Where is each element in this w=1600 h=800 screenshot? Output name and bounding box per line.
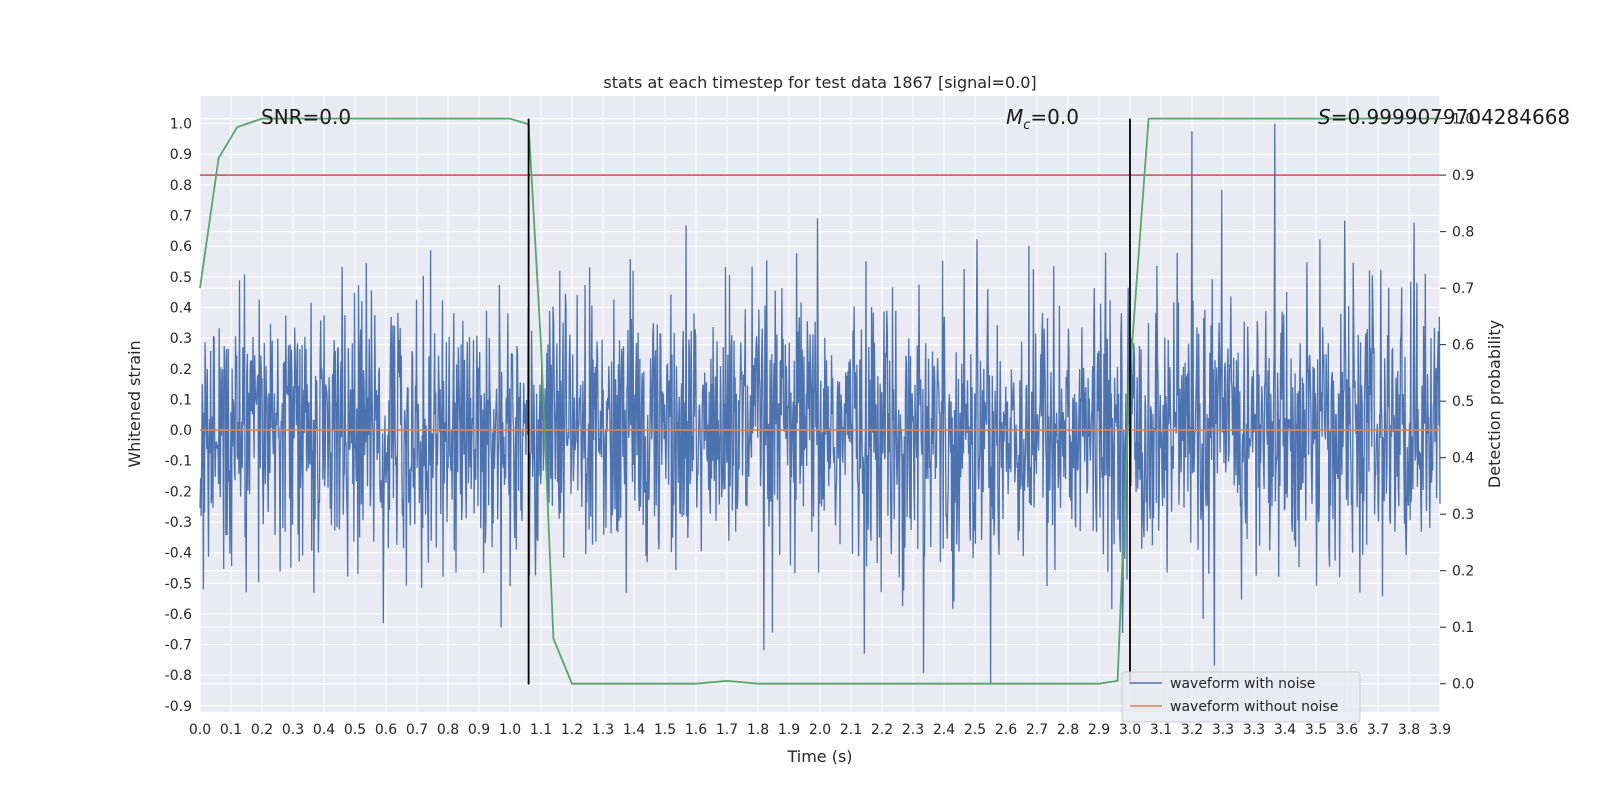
x-tick-label: 2.1 [840, 722, 862, 738]
x-tick-label: 1.5 [654, 722, 676, 738]
x-tick-label: 3.6 [1336, 722, 1358, 738]
y-tick-label: 0.4 [170, 300, 192, 316]
y-tick-label: 0.1 [170, 392, 192, 408]
x-tick-label: 3.8 [1398, 722, 1420, 738]
y-right-tick-label: 0.7 [1452, 281, 1474, 297]
x-tick-label: 2.4 [933, 722, 955, 738]
x-tick-label: 1.7 [716, 722, 738, 738]
y-right-tick-label: 0.8 [1452, 225, 1474, 241]
s-annotation: S=0.9999079704284668 [1318, 105, 1570, 129]
snr-annotation: SNR=0.0 [261, 105, 351, 129]
x-tick-label: 3.3 [1243, 722, 1265, 738]
y-tick-label: 0.0 [170, 423, 192, 439]
x-tick-label: 3.7 [1367, 722, 1389, 738]
tick-labels: 0.0 0.1 0.2 0.3 0.4 0.5 0.6 0.7 0.8 0.9 1.0 1.1 1.2 1… [165, 112, 1475, 738]
y-tick-label: -0.5 [165, 576, 192, 592]
x-tick-label: 2.0 [809, 722, 831, 738]
legend-label-clean: waveform without noise [1170, 699, 1338, 715]
x-tick-label: 2.2 [871, 722, 893, 738]
y-tick-label: -0.9 [165, 699, 192, 715]
series-waveform-with-noise [199, 123, 1441, 685]
x-tick-label: 0.2 [251, 722, 273, 738]
y-tick-label: 0.5 [170, 270, 192, 286]
y-tick-label: -0.8 [165, 668, 192, 684]
waveform-with-noise-line [199, 123, 1441, 685]
overlay-lines [199, 117, 1440, 685]
y-right-tick-label: 0.5 [1452, 394, 1474, 410]
y-right-tick-label: 0.1 [1452, 620, 1474, 636]
x-tick-label: 1.6 [685, 722, 707, 738]
x-tick-label: 0.4 [313, 722, 335, 738]
y-right-tick-label: 0.9 [1452, 168, 1474, 184]
x-tick-label: 2.6 [995, 722, 1017, 738]
y-axis-right-label: Detection probability [1485, 320, 1504, 488]
y-right-tick-label: 0.2 [1452, 564, 1474, 580]
y-tick-label: -0.4 [165, 546, 192, 562]
y-axis-label: Whitened strain [125, 340, 144, 467]
y-right-tick-label: 0.0 [1452, 677, 1474, 693]
y-tick-label: -0.7 [165, 638, 192, 654]
x-tick-label: 0.7 [406, 722, 428, 738]
x-tick-label: 3.0 [1119, 722, 1141, 738]
x-tick-label: 0.1 [220, 722, 242, 738]
x-tick-label: 1.0 [499, 722, 521, 738]
x-tick-label: 0.6 [375, 722, 397, 738]
y-right-tick-label: 0.4 [1452, 451, 1474, 467]
detection-probability-line [199, 117, 1440, 685]
y-tick-label: -0.1 [165, 454, 192, 470]
y-right-tick-label: 0.6 [1452, 338, 1474, 354]
x-tick-label: 3.2 [1181, 722, 1203, 738]
x-tick-label: 0.0 [189, 722, 211, 738]
x-tick-label: 2.9 [1088, 722, 1110, 738]
x-axis-label: Time (s) [786, 747, 852, 766]
x-tick-label: 1.2 [561, 722, 583, 738]
legend-label-noise: waveform with noise [1170, 676, 1315, 692]
mc-annotation: Mc=0.0 [1006, 105, 1079, 133]
x-tick-label: 1.8 [747, 722, 769, 738]
y-tick-label: 0.3 [170, 331, 192, 347]
x-tick-label: 3.3 [1212, 722, 1234, 738]
s-value: =0.9999079704284668 [1331, 105, 1570, 129]
x-tick-label: 3.1 [1150, 722, 1172, 738]
x-tick-label: 3.5 [1305, 722, 1327, 738]
x-tick-label: 3.4 [1274, 722, 1296, 738]
x-tick-label: 1.4 [623, 722, 645, 738]
y-tick-label: -0.2 [165, 484, 192, 500]
x-tick-label: 0.8 [437, 722, 459, 738]
x-tick-label: 2.7 [1026, 722, 1048, 738]
y-tick-label: 0.9 [170, 147, 192, 163]
x-tick-label: 0.9 [468, 722, 490, 738]
mc-symbol: M [1006, 105, 1023, 129]
x-tick-label: 0.3 [282, 722, 304, 738]
x-tick-label: 0.5 [344, 722, 366, 738]
legend-box [1121, 671, 1361, 723]
y-tick-label: 0.7 [170, 209, 192, 225]
y-tick-label: -0.6 [165, 607, 192, 623]
y-tick-label: 0.2 [170, 362, 192, 378]
x-tick-label: 1.3 [592, 722, 614, 738]
y-tick-label: 1.0 [170, 117, 192, 133]
s-symbol: S [1318, 105, 1331, 129]
mc-subscript: c [1023, 118, 1030, 133]
y-right-tick-label: 1.0 [1452, 112, 1474, 128]
x-tick-label: 2.5 [964, 722, 986, 738]
y-right-tick-label: 0.3 [1452, 507, 1474, 523]
legend: waveform with noise waveform without noi… [1121, 671, 1361, 723]
y-tick-label: 0.6 [170, 239, 192, 255]
x-tick-label: 2.8 [1057, 722, 1079, 738]
mc-value: =0.0 [1030, 105, 1079, 129]
x-tick-label: 2.3 [902, 722, 924, 738]
chart-title: stats at each timestep for test data 186… [603, 73, 1036, 92]
x-tick-label: 1.9 [778, 722, 800, 738]
y-tick-label: 0.8 [170, 178, 192, 194]
x-tick-label: 1.1 [530, 722, 552, 738]
x-tick-label: 3.9 [1429, 722, 1451, 738]
y-tick-label: -0.3 [165, 515, 192, 531]
